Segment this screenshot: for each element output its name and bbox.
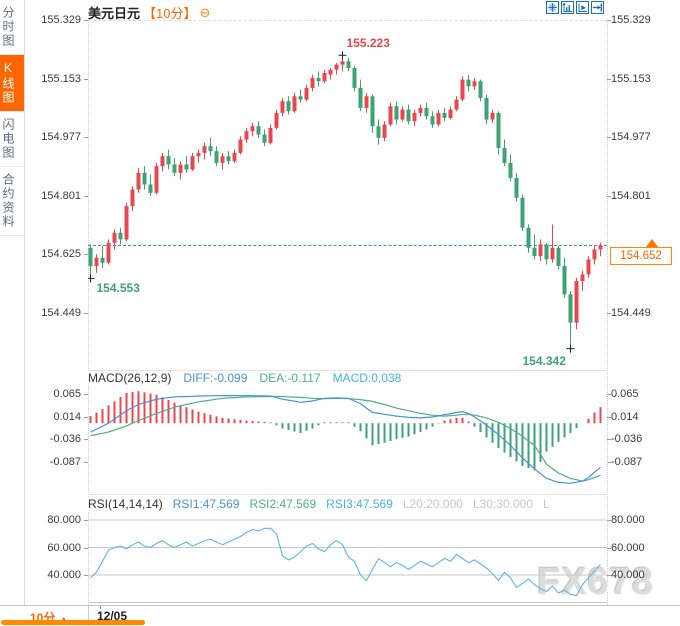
horizontal-scrollbar[interactable] — [1, 620, 145, 625]
axis-tick — [607, 20, 611, 21]
axis-label: 155.153 — [611, 72, 651, 85]
axis-tick — [84, 195, 88, 197]
axis-tick — [84, 416, 88, 418]
rsi-title: RSI(14,14,14) — [88, 497, 163, 511]
zoom-in-axis-icon[interactable] — [561, 1, 574, 14]
current-price-line — [88, 245, 607, 246]
macd-header: MACD(26,12,9) DIFF:-0.099 DEA:-0.117 MAC… — [88, 371, 402, 385]
axis-label: -0.036 — [611, 433, 643, 446]
symbol-title: 美元日元 — [88, 6, 141, 21]
axis-tick — [607, 575, 611, 576]
rsi-l30-value: L30:30.000 — [472, 497, 533, 511]
high-price-annotation: 155.223 — [346, 36, 390, 51]
axis-label: 0.065 — [53, 388, 81, 401]
axis-label: 60.000 — [611, 541, 645, 554]
axis-tick — [84, 20, 88, 21]
axis-tick — [84, 439, 88, 441]
bottom-bar: 10分 ▲ 12/05 — [0, 605, 680, 626]
axis-tick — [84, 461, 88, 463]
axis-label: 0.014 — [53, 410, 81, 423]
axis-label: 154.449 — [41, 307, 81, 319]
macd-diff-value: DIFF:-0.099 — [183, 371, 248, 385]
axis-label: 155.329 — [611, 14, 651, 26]
axis-label: 154.801 — [611, 189, 651, 202]
price-up-arrow-icon — [646, 239, 658, 247]
axis-tick — [607, 313, 611, 314]
axis-label: 40.000 — [47, 569, 81, 581]
axis-label: 154.977 — [611, 131, 651, 144]
current-price-badge: 154.652 — [610, 247, 672, 265]
rsi-header: RSI(14,14,14) RSI1:47.569 RSI2:47.569 RS… — [88, 497, 550, 511]
rsi1-value: RSI1:47.569 — [172, 497, 240, 511]
rsi2-value: RSI2:47.569 — [249, 497, 317, 511]
sidebar: 分时图 K线图 闪电图 合约资料 — [0, 0, 25, 625]
sidebar-tab-闪电图[interactable]: 闪电图 — [0, 112, 24, 167]
axis-tick — [607, 547, 611, 549]
pan-right-icon[interactable] — [591, 1, 604, 14]
crosshair-tool-icon[interactable] — [546, 1, 559, 14]
axis-label: 155.153 — [41, 72, 81, 85]
macd-title: MACD(26,12,9) — [88, 371, 172, 385]
start-low-annotation: 154.553 — [96, 281, 140, 296]
sidebar-tab-分时图[interactable]: 分时图 — [0, 0, 24, 55]
watermark: FX678 — [537, 561, 654, 603]
sidebar-tab-K线图[interactable]: K线图 — [0, 55, 24, 112]
macd-macd-value: MACD:0.038 — [332, 371, 402, 385]
axis-tick — [607, 78, 611, 80]
axis-label: 60.000 — [47, 541, 81, 554]
axis-tick — [84, 575, 88, 576]
axis-label: 154.801 — [41, 189, 81, 202]
collapse-icon[interactable]: ⊖ — [199, 5, 211, 20]
axis-tick — [607, 137, 611, 139]
rsi-chart[interactable] — [88, 495, 607, 605]
rsi-l20-value: L20:20.000 — [402, 497, 463, 511]
panel-divider-macd — [88, 370, 608, 371]
axis-tick — [84, 547, 88, 549]
sidebar-tab-合约资料[interactable]: 合约资料 — [0, 167, 24, 236]
axis-label: 40.000 — [611, 569, 645, 581]
rsi3-value: RSI3:47.569 — [326, 497, 393, 511]
axis-label: 80.000 — [611, 514, 645, 526]
axis-tick — [607, 461, 611, 463]
axis-label: -0.087 — [49, 455, 81, 468]
period-label: 【10分】 — [143, 6, 197, 21]
axis-label: 154.625 — [41, 248, 81, 261]
axis-label: 154.449 — [611, 307, 651, 319]
candlestick-chart[interactable] — [88, 0, 607, 370]
axis-tick — [84, 313, 88, 314]
axis-tick — [607, 520, 611, 521]
rsi-l-truncated: L — [543, 497, 550, 511]
axis-label: 0.014 — [611, 410, 639, 423]
macd-chart[interactable] — [88, 370, 607, 494]
chart-toolbar — [546, 1, 604, 14]
axis-label: 154.977 — [41, 131, 81, 144]
axis-tick — [84, 394, 88, 396]
axis-tick — [607, 439, 611, 441]
axis-tick — [84, 254, 88, 256]
period-arrow-icon: ▲ — [59, 614, 69, 624]
low-price-annotation: 154.342 — [522, 353, 566, 368]
date-tick — [100, 606, 101, 609]
date-label: 12/05 — [97, 609, 128, 623]
axis-label: -0.087 — [611, 455, 643, 468]
axis-label: 0.065 — [611, 388, 639, 401]
axis-tick — [84, 520, 88, 521]
axis-tick — [84, 78, 88, 80]
panel-divider-rsi — [88, 494, 608, 495]
bottom-bar-separator — [88, 606, 89, 626]
axis-label: 80.000 — [47, 514, 81, 526]
axis-label: -0.036 — [49, 433, 81, 446]
axis-tick — [84, 137, 88, 139]
axis-tick — [607, 195, 611, 197]
chart-title: 美元日元 【10分】 ⊖ — [88, 3, 210, 22]
macd-dea-value: DEA:-0.117 — [259, 371, 321, 385]
axis-tick — [607, 394, 611, 396]
axis-tick — [607, 416, 611, 418]
zoom-out-axis-icon[interactable] — [576, 1, 589, 14]
axis-label: 155.329 — [41, 14, 81, 26]
